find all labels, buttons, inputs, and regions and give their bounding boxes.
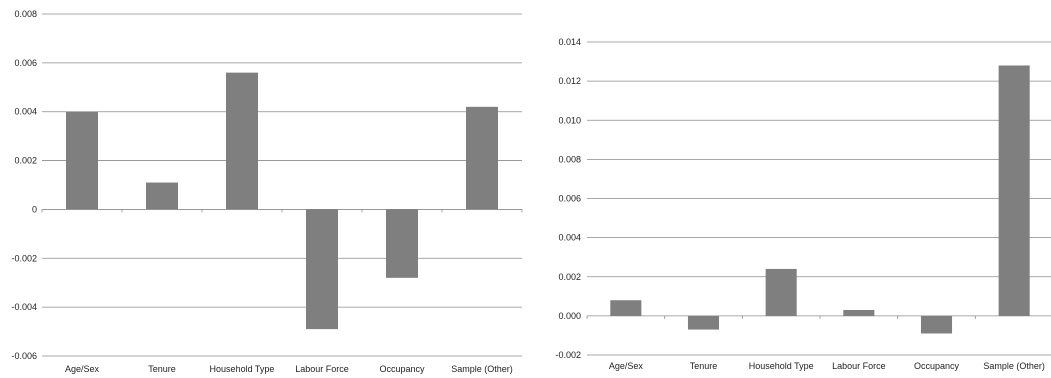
x-category-label: Age/Sex: [609, 361, 644, 371]
x-category-label: Occupancy: [914, 361, 960, 371]
bar-occupancy: [920, 315, 953, 334]
x-category-label: Tenure: [148, 364, 176, 374]
bar-occupancy: [386, 209, 418, 278]
y-tick-label: 0.006: [558, 194, 581, 204]
y-tick-label: -0.004: [11, 302, 37, 312]
x-category-label: Tenure: [690, 361, 718, 371]
y-tick-label: 0.002: [14, 156, 37, 166]
y-tick-label: 0.008: [558, 154, 581, 164]
y-tick-label: 0.000: [558, 311, 581, 321]
x-category-label: Household Type: [210, 364, 275, 374]
bar-sample-other: [466, 106, 498, 210]
bar-age-sex: [66, 111, 98, 210]
x-category-label: Sample (Other): [983, 361, 1045, 371]
y-tick-label: -0.006: [11, 351, 37, 361]
y-tick-label: 0.002: [558, 272, 581, 282]
y-tick-label: 0.014: [558, 37, 581, 47]
y-tick-label: 0.008: [14, 9, 37, 19]
bar-tenure: [146, 182, 178, 210]
x-category-label: Household Type: [749, 361, 814, 371]
bar-household-type: [226, 72, 258, 210]
bar-tenure: [687, 315, 720, 330]
x-category-label: Sample (Other): [451, 364, 513, 374]
x-category-label: Labour Force: [832, 361, 886, 371]
y-tick-label: -0.002: [555, 350, 581, 360]
y-tick-label: 0.010: [558, 115, 581, 125]
y-tick-label: 0: [32, 204, 37, 214]
x-category-label: Labour Force: [295, 364, 349, 374]
bar-household-type: [765, 268, 797, 316]
left-bar-chart: 0.008 0.006 0.004 0.002 0 -0.002 -0.004 -0.006 A…: [11, 9, 523, 374]
x-category-label: Age/Sex: [65, 364, 100, 374]
bar-age-sex: [610, 300, 642, 316]
y-tick-label: 0.004: [558, 233, 581, 243]
bar-labour-force: [843, 310, 875, 316]
right-bar-chart: 0.014 0.012 0.010 0.008 0.006 0.004 0.002 0.000…: [555, 37, 1051, 371]
bar-labour-force: [306, 209, 338, 330]
y-tick-label: -0.002: [11, 253, 37, 263]
y-tick-label: 0.012: [558, 76, 581, 86]
x-category-label: Occupancy: [379, 364, 425, 374]
bar-sample-other: [998, 65, 1030, 316]
y-tick-label: 0.006: [14, 58, 37, 68]
y-tick-label: 0.004: [14, 107, 37, 117]
